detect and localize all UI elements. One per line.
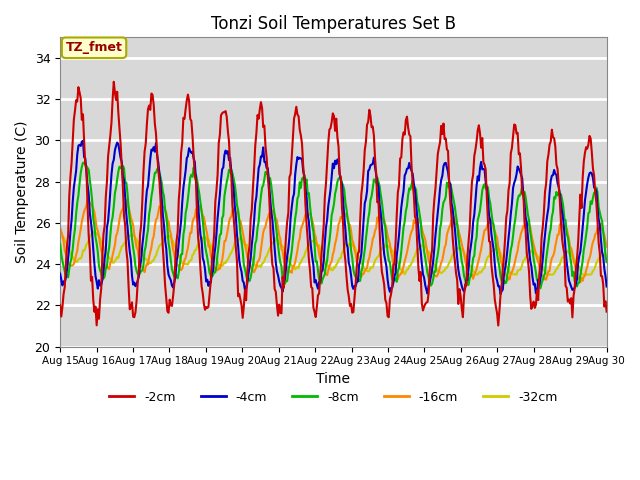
-32cm [554,265,561,271]
Legend: -2cm, -4cm, -8cm, -16cm, -32cm: -2cm, -4cm, -8cm, -16cm, -32cm [104,385,563,408]
-2cm [364,122,371,128]
-32cm [458,247,465,252]
-32cm [603,252,611,258]
-4cm [603,284,611,289]
Line: -4cm: -4cm [60,141,607,294]
-2cm [56,302,64,308]
-8cm [56,241,64,247]
-4cm [56,271,64,276]
-4cm [79,138,87,144]
-16cm [577,279,584,285]
-2cm [288,154,296,160]
-4cm [555,184,563,190]
-2cm [459,314,467,320]
-4cm [227,168,235,174]
-8cm [364,226,371,232]
-32cm [227,252,234,257]
-32cm [362,268,370,274]
-4cm [497,291,504,297]
-8cm [536,286,544,291]
-32cm [56,228,64,234]
-32cm [287,261,294,267]
-8cm [79,160,87,166]
Line: -16cm: -16cm [60,199,607,282]
-16cm [56,225,64,230]
-2cm [110,79,118,84]
-8cm [288,248,296,254]
-16cm [227,214,235,220]
-2cm [555,182,563,188]
Title: Tonzi Soil Temperatures Set B: Tonzi Soil Temperatures Set B [211,15,456,33]
-8cm [390,278,397,284]
-2cm [603,309,611,314]
Line: -8cm: -8cm [60,163,607,288]
-2cm [390,263,397,268]
-8cm [227,167,235,172]
-16cm [84,196,92,202]
-16cm [364,265,371,271]
X-axis label: Time: Time [316,372,350,386]
-16cm [459,246,467,252]
-16cm [390,263,397,268]
-4cm [459,287,467,292]
-2cm [495,323,502,328]
-8cm [603,259,611,265]
Text: TZ_fmet: TZ_fmet [66,41,122,54]
-4cm [390,280,397,286]
-8cm [555,192,563,197]
Y-axis label: Soil Temperature (C): Soil Temperature (C) [15,121,29,264]
-32cm [473,272,481,277]
-4cm [364,188,371,194]
-8cm [459,264,467,270]
-4cm [288,204,296,210]
Line: -32cm: -32cm [60,231,607,275]
-16cm [288,270,296,276]
-2cm [227,172,235,178]
-16cm [603,244,611,250]
-32cm [388,247,396,253]
Line: -2cm: -2cm [60,82,607,325]
-16cm [554,232,561,238]
